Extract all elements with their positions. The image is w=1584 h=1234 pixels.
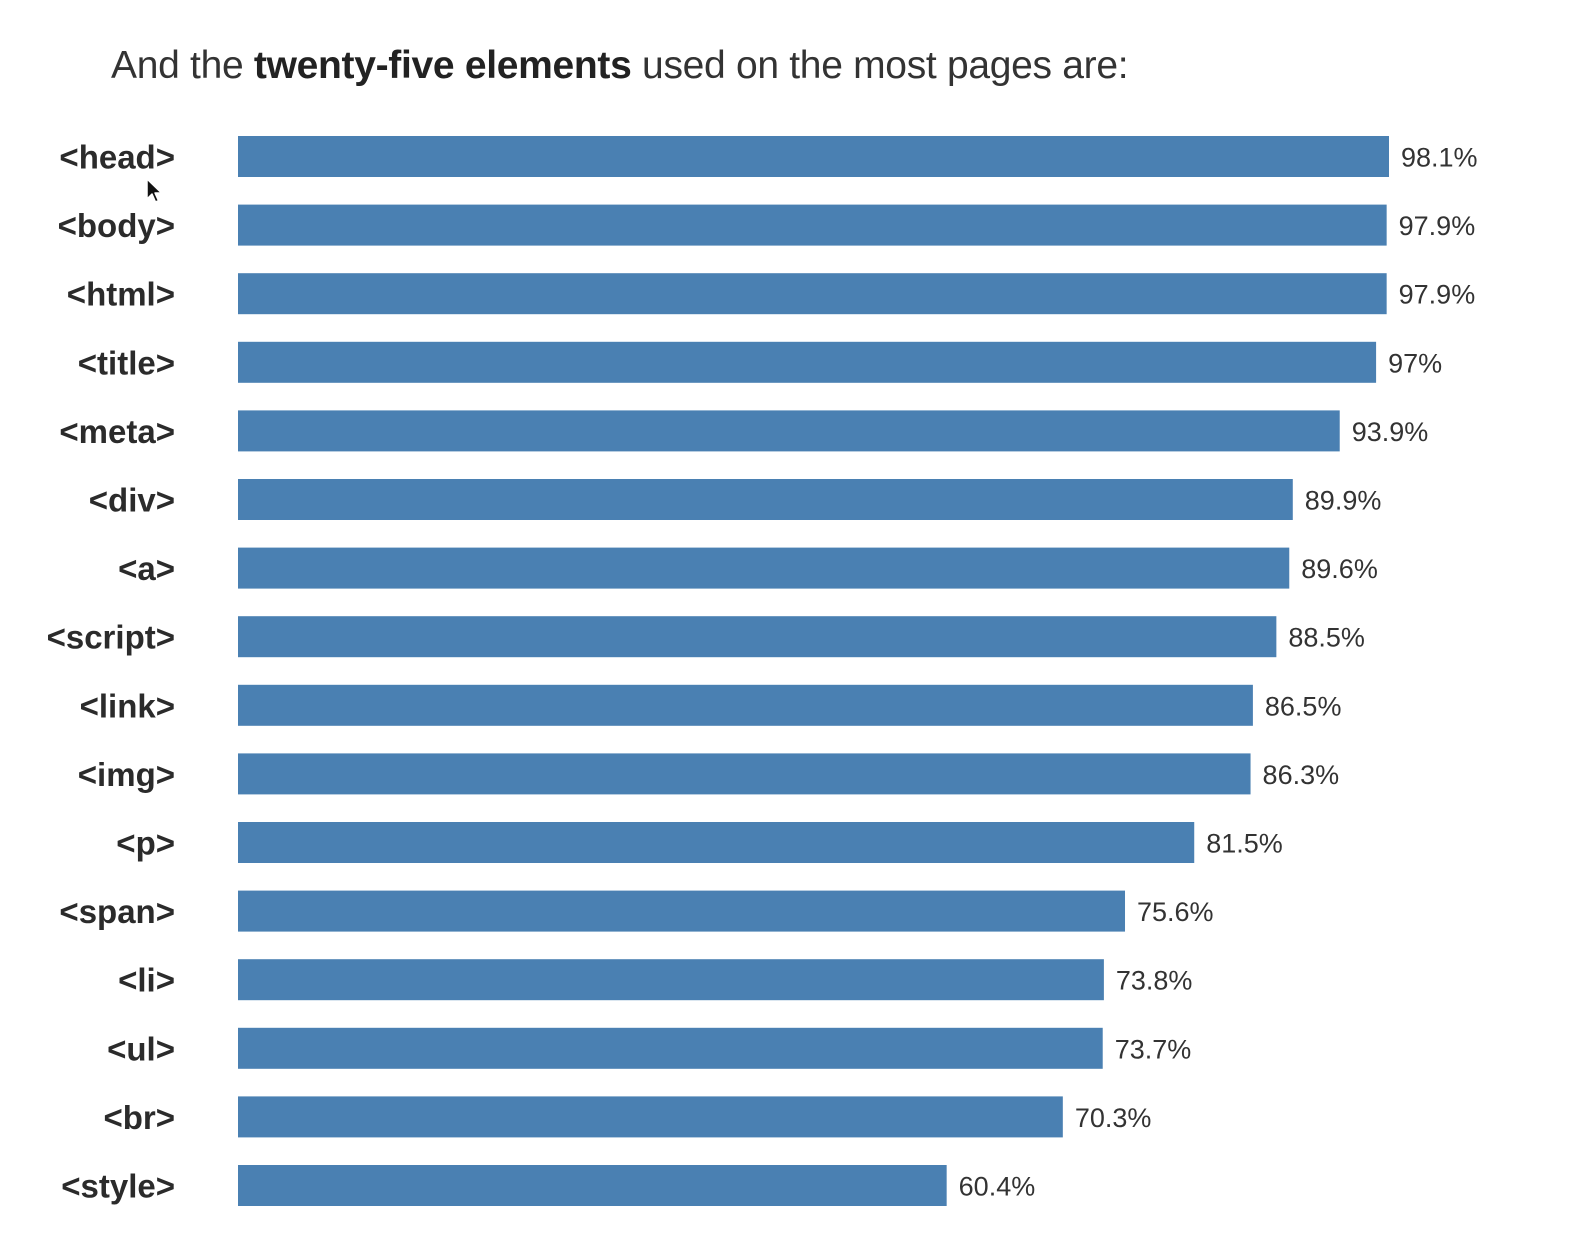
bar-link <box>238 684 1253 726</box>
bar-span <box>238 890 1126 932</box>
heading-suffix: used on the most pages are: <box>631 44 1129 87</box>
bar-head <box>238 136 1389 177</box>
heading-bold: twenty-five elements <box>253 44 632 87</box>
category-label: <a> <box>118 550 175 587</box>
value-label: 97% <box>1388 348 1442 378</box>
value-label: 98.1% <box>1401 143 1478 173</box>
category-label: <li> <box>118 962 175 999</box>
value-label: 93.9% <box>1352 417 1429 447</box>
value-label: 60.4% <box>959 1172 1036 1202</box>
value-label: 86.5% <box>1265 691 1342 721</box>
bar-img <box>238 753 1251 795</box>
category-label: <span> <box>59 893 175 930</box>
bar-br <box>238 1096 1063 1138</box>
mouse-pointer-icon <box>146 178 163 203</box>
value-label: 89.6% <box>1301 554 1378 584</box>
value-label: 81.5% <box>1206 829 1283 859</box>
category-label: <ul> <box>107 1030 175 1067</box>
value-label: 88.5% <box>1288 623 1365 653</box>
category-label: <meta> <box>59 413 175 450</box>
category-label: <html> <box>67 276 175 313</box>
bar-body <box>238 204 1387 246</box>
bar-div <box>238 479 1293 520</box>
value-label: 75.6% <box>1137 897 1214 927</box>
category-label: <img> <box>78 756 175 793</box>
value-label: 73.8% <box>1116 966 1193 996</box>
value-label: 70.3% <box>1075 1103 1152 1133</box>
bar-meta <box>238 410 1340 452</box>
category-label: <p> <box>116 825 175 862</box>
category-label: <body> <box>58 207 175 244</box>
bar-script <box>238 616 1277 658</box>
bar-a <box>238 547 1290 589</box>
bar-html <box>238 273 1387 315</box>
category-label: <title> <box>78 344 175 381</box>
category-label: <br> <box>103 1099 175 1136</box>
chart-heading: And the twenty-five elements used on the… <box>111 44 1129 88</box>
value-label: 89.9% <box>1305 486 1382 516</box>
bar-ul <box>238 1027 1103 1069</box>
bar-title <box>238 341 1377 383</box>
bar-li <box>238 959 1104 1001</box>
category-label: <script> <box>47 619 175 656</box>
value-label: 97.9% <box>1399 280 1476 310</box>
heading-prefix: And the <box>111 44 254 87</box>
category-label: <head> <box>59 139 175 176</box>
value-label: 73.7% <box>1115 1034 1192 1064</box>
value-label: 97.9% <box>1399 211 1476 241</box>
category-label: <div> <box>89 482 175 519</box>
value-label: 86.3% <box>1263 760 1340 790</box>
category-label: <link> <box>80 687 175 724</box>
bar-style <box>238 1165 947 1206</box>
bar-p <box>238 822 1195 863</box>
category-label: <style> <box>61 1168 175 1205</box>
